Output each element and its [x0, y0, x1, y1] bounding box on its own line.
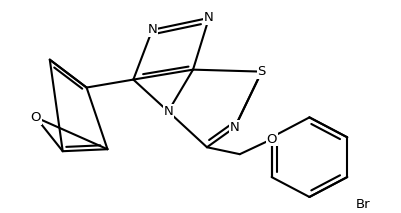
Text: Br: Br [356, 199, 371, 212]
Text: N: N [230, 121, 240, 134]
Text: N: N [204, 12, 214, 24]
Text: N: N [148, 23, 157, 36]
Text: O: O [30, 111, 41, 124]
Text: S: S [257, 65, 266, 78]
Text: O: O [266, 133, 277, 146]
Text: N: N [163, 105, 173, 118]
